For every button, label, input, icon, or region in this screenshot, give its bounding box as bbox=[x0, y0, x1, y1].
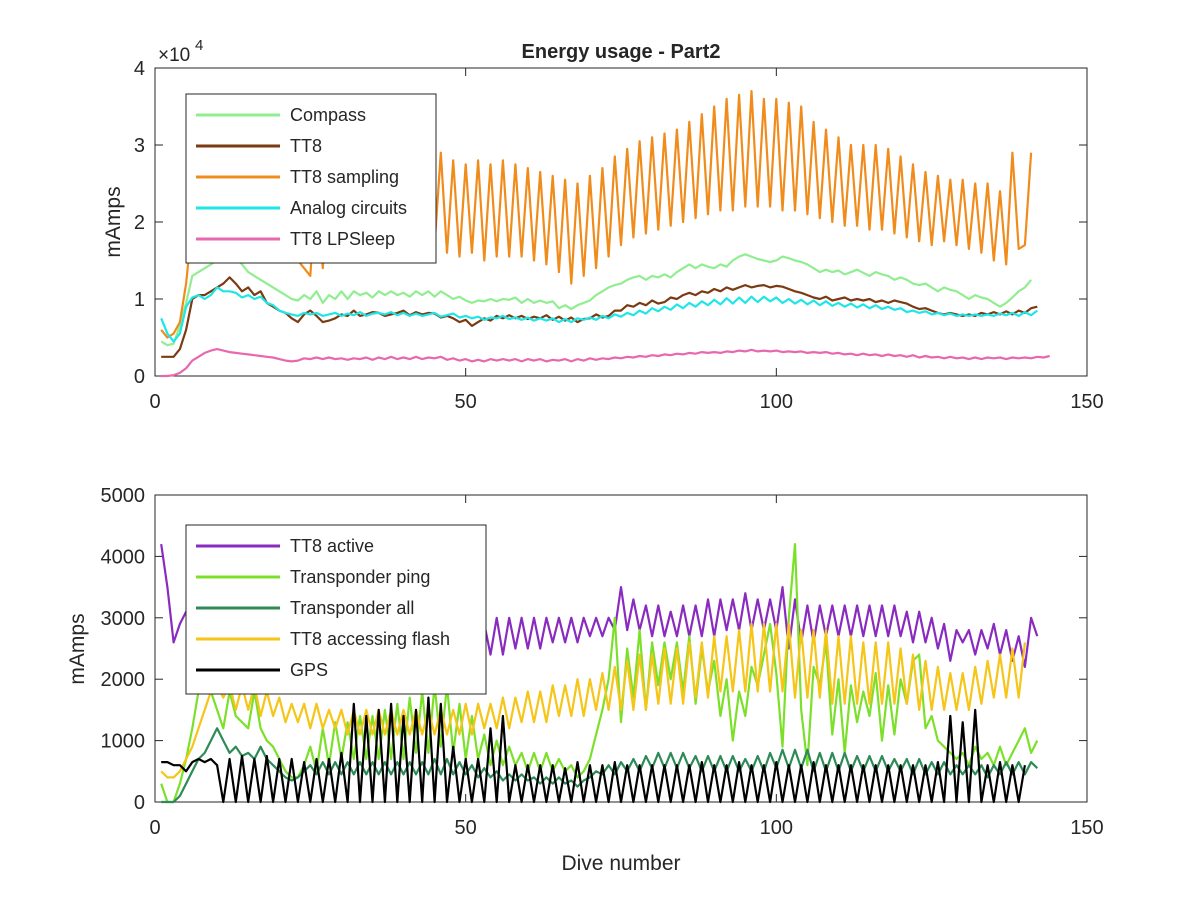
bottom-legend: TT8 active Transponder ping Transponder al… bbox=[185, 524, 487, 695]
series-line-compass bbox=[160, 253, 1032, 347]
bottom-x-ticks: 0 50 100 150 bbox=[149, 495, 1104, 839]
top-x-tick-label: 0 bbox=[149, 391, 160, 413]
top-y-tick-label: 0 bbox=[134, 366, 145, 388]
legend-label-transponder-ping: Transponder ping bbox=[290, 567, 430, 587]
series-line-tt8-accessing-flash bbox=[160, 622, 1026, 779]
top-y-ticks: 0 1 2 3 4 bbox=[134, 58, 1087, 388]
series-line-tt8-sampling bbox=[160, 89, 1033, 339]
bottom-y-tick-label: 1000 bbox=[101, 731, 146, 753]
legend-label-gps: GPS bbox=[290, 660, 328, 680]
bottom-y-tick-label: 3000 bbox=[101, 608, 146, 630]
top-x-tick-label: 100 bbox=[760, 391, 793, 413]
top-legend: Compass TT8 TT8 sampling Analog circuits TT8… bbox=[185, 93, 437, 264]
bottom-y-ticks: 0 1000 2000 3000 4000 5000 bbox=[101, 485, 1087, 814]
top-y-tick-label: 2 bbox=[134, 212, 145, 234]
series-line-tt8 bbox=[161, 276, 1038, 358]
series-line-analog-circuits bbox=[160, 286, 1038, 343]
bottom-panel: mAmps Dive number 0 50 100 150 0 1000 2000 300… bbox=[66, 485, 1104, 875]
legend-label-tt8-lpsleep: TT8 LPSleep bbox=[290, 229, 395, 249]
legend-label-tt8-sampling: TT8 sampling bbox=[290, 167, 399, 187]
series-line-tt8-lpsleep bbox=[161, 348, 1050, 378]
bottom-y-tick-label: 5000 bbox=[101, 485, 146, 507]
bottom-x-tick-label: 50 bbox=[455, 817, 477, 839]
bottom-y-axis-label: mAmps bbox=[66, 613, 89, 684]
top-y-axis-label: mAmps bbox=[102, 186, 125, 257]
top-y-multiplier: ×10 bbox=[158, 45, 190, 66]
legend-label-analog-circuits: Analog circuits bbox=[290, 198, 407, 218]
top-y-exponent: 4 bbox=[195, 37, 203, 54]
bottom-y-tick-label: 2000 bbox=[101, 669, 146, 691]
top-x-tick-label: 50 bbox=[455, 391, 477, 413]
top-series-lines bbox=[160, 89, 1050, 378]
top-x-ticks: 0 50 100 150 bbox=[149, 68, 1104, 413]
bottom-y-tick-label: 4000 bbox=[101, 546, 146, 568]
bottom-x-tick-label: 0 bbox=[149, 817, 160, 839]
series-line-transponder-ping bbox=[160, 542, 1039, 804]
series-line-transponder-all bbox=[161, 727, 1039, 804]
top-y-exponent-label: ×10 4 bbox=[158, 37, 203, 66]
top-y-tick-label: 4 bbox=[134, 58, 145, 80]
legend-label-compass: Compass bbox=[290, 105, 366, 125]
chart-title: Energy usage - Part2 bbox=[522, 41, 721, 63]
legend-label-tt8-accessing-flash: TT8 accessing flash bbox=[290, 629, 450, 649]
bottom-x-axis-label: Dive number bbox=[561, 852, 680, 875]
legend-label-tt8: TT8 bbox=[290, 136, 322, 156]
bottom-x-tick-label: 100 bbox=[760, 817, 793, 839]
bottom-x-tick-label: 150 bbox=[1070, 817, 1103, 839]
series-line-gps bbox=[161, 696, 1026, 804]
legend-label-tt8-active: TT8 active bbox=[290, 536, 374, 556]
bottom-y-tick-label: 0 bbox=[134, 792, 145, 814]
top-panel: Energy usage - Part2 mAmps ×10 4 0 50 100 1… bbox=[102, 37, 1104, 413]
legend-label-transponder-all: Transponder all bbox=[290, 598, 414, 618]
top-y-tick-label: 1 bbox=[134, 289, 145, 311]
top-x-tick-label: 150 bbox=[1070, 391, 1103, 413]
top-y-tick-label: 3 bbox=[134, 135, 145, 157]
